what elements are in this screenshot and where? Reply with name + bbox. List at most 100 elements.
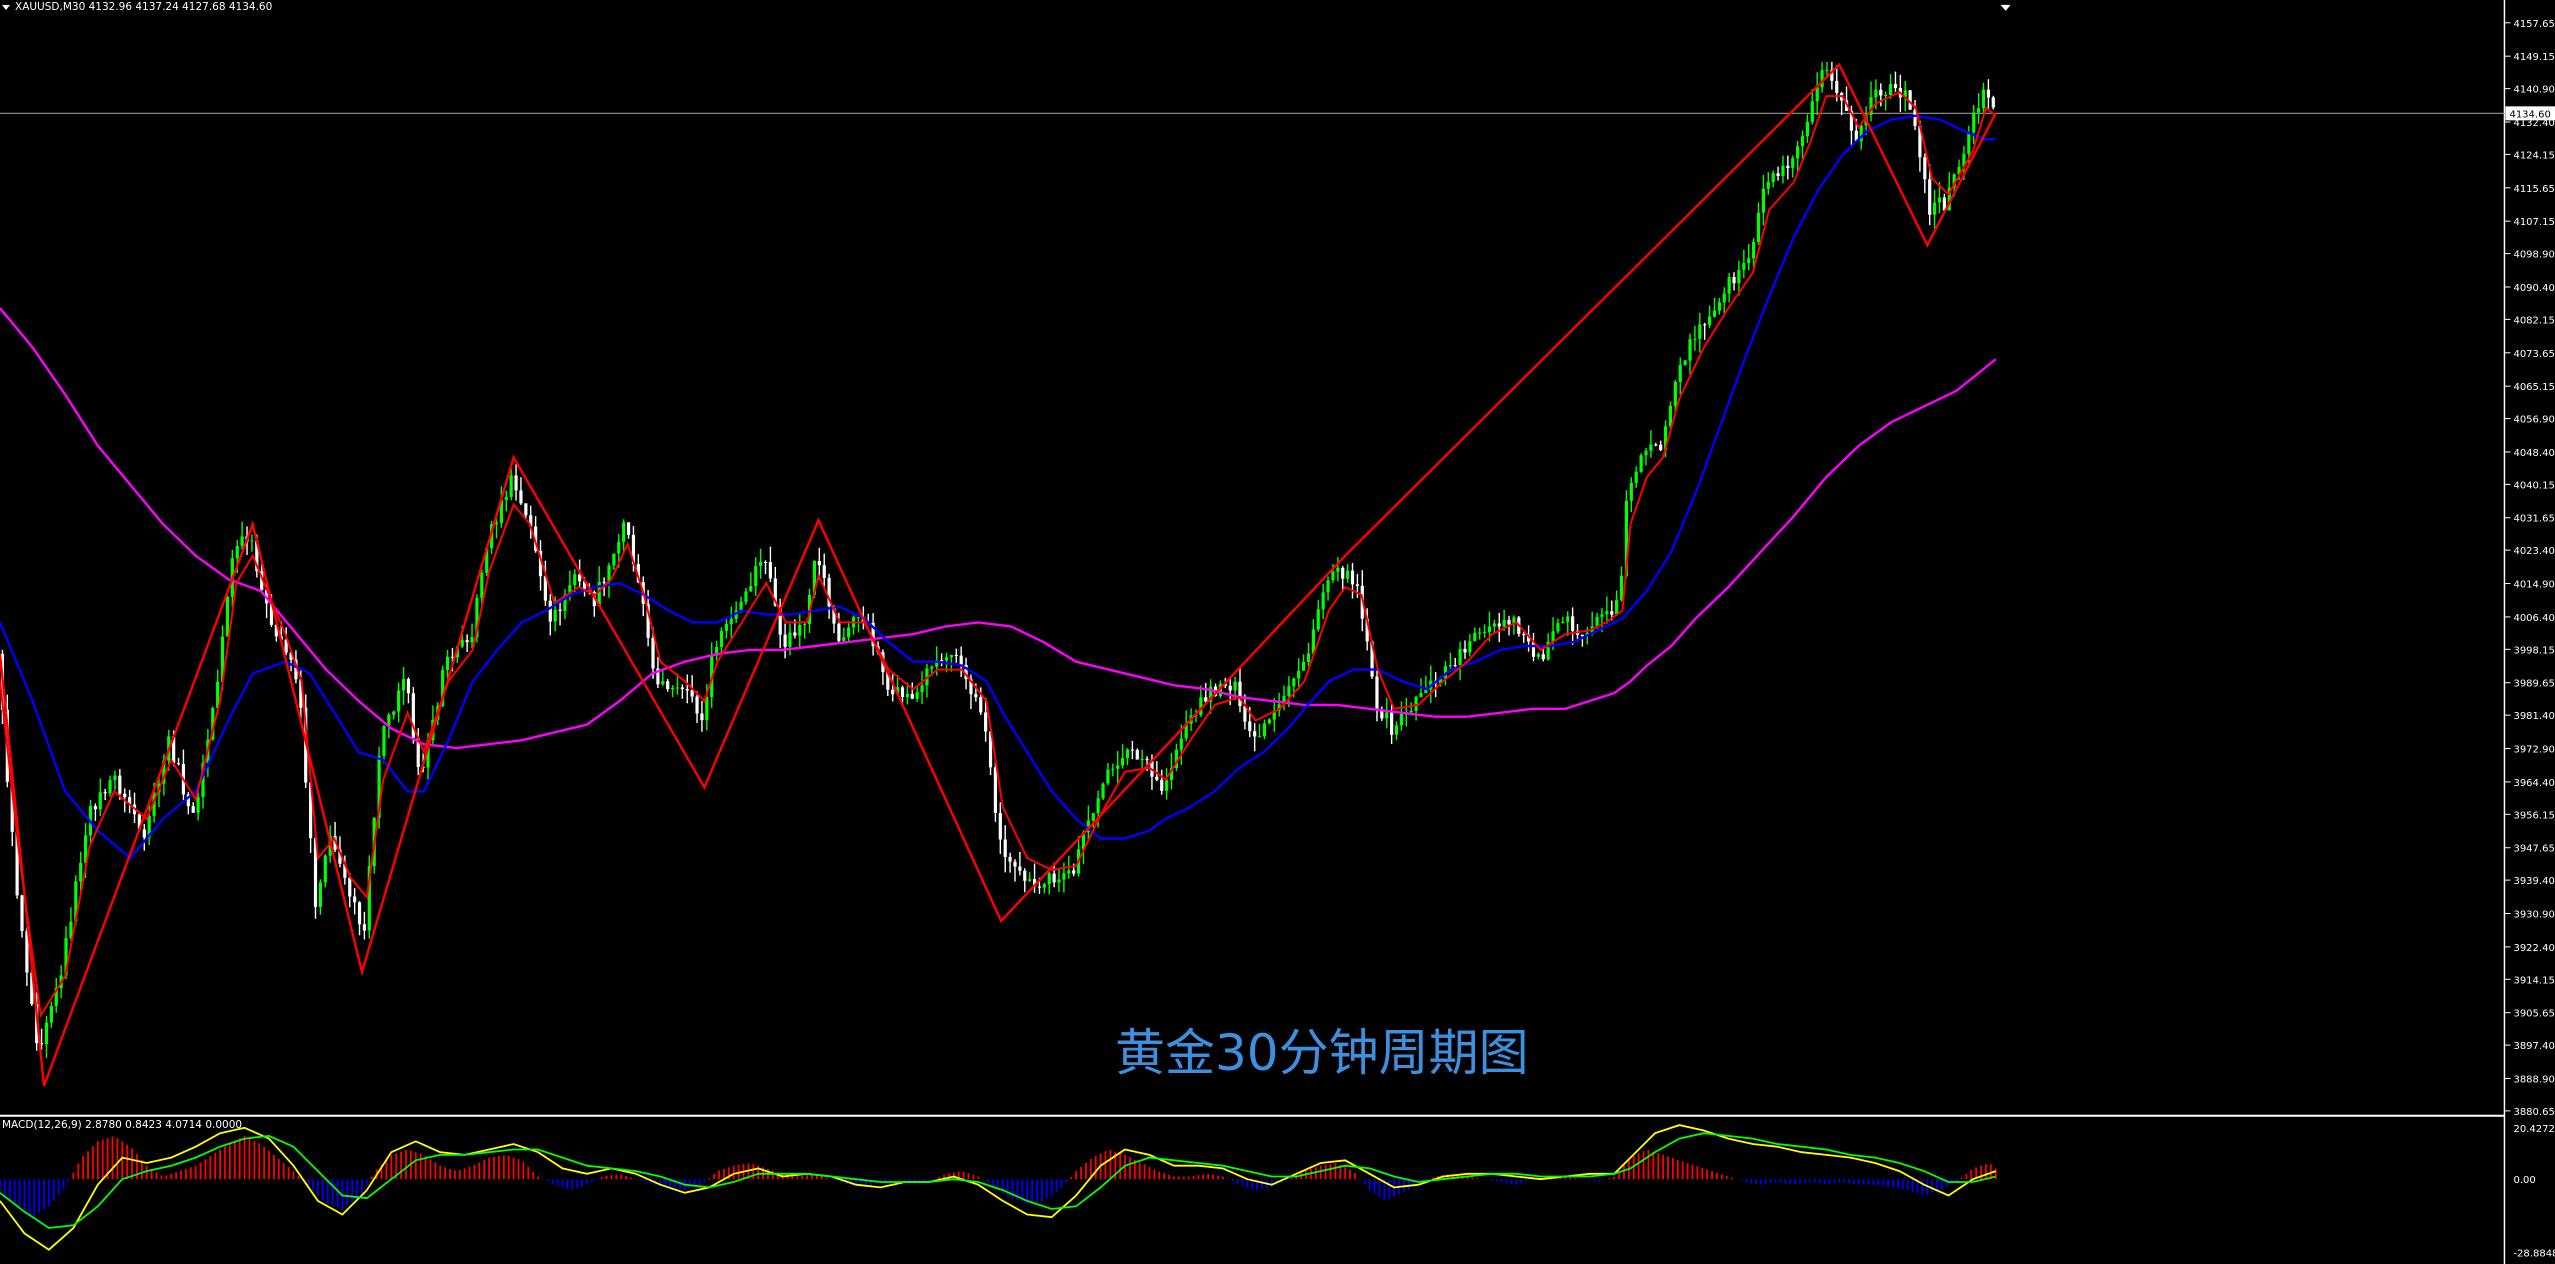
- candle-body: [670, 687, 675, 690]
- candle-body: [15, 831, 19, 896]
- candle-body: [998, 812, 1002, 840]
- symbol-line: XAUUSD,M30 4132.96 4137.24 4127.68 4134.…: [15, 1, 273, 13]
- y-tick-label: 3964.40: [2513, 778, 2554, 789]
- candle-body: [98, 792, 102, 810]
- candle-body: [1199, 697, 1203, 715]
- candle-body: [705, 697, 709, 721]
- candle-body: [225, 596, 230, 637]
- candle-body: [74, 881, 78, 922]
- current-price-tag: [2505, 106, 2555, 121]
- candle-body: [411, 693, 415, 738]
- candle-body: [1742, 263, 1746, 270]
- candle-body: [1761, 188, 1765, 213]
- candle-body: [519, 490, 523, 504]
- candle-body: [1776, 173, 1780, 176]
- candle-body: [553, 609, 557, 622]
- candle-body: [773, 578, 777, 606]
- candle-body: [1737, 269, 1741, 284]
- candle-body: [563, 594, 567, 611]
- candle-body: [1531, 641, 1536, 657]
- candle-body: [1879, 89, 1883, 96]
- candle-body: [172, 736, 176, 764]
- candle-body: [1145, 758, 1149, 760]
- candle-body: [832, 606, 836, 624]
- candle-body: [1013, 861, 1017, 867]
- candle-body: [499, 500, 503, 523]
- watermark-title: 黄金30分钟周期图: [1115, 1024, 1529, 1082]
- candle-body: [578, 574, 582, 582]
- candle-body: [406, 679, 411, 694]
- candle-body: [1204, 697, 1208, 702]
- candle-body: [974, 694, 978, 698]
- candle-body: [847, 627, 851, 638]
- candle-body: [10, 781, 14, 832]
- candle-body: [1747, 258, 1751, 264]
- candle-body: [289, 652, 293, 660]
- candle-body: [1595, 616, 1599, 627]
- candle-body: [113, 775, 117, 781]
- candle-body: [935, 660, 939, 667]
- y-tick-label: 3939.40: [2513, 876, 2554, 887]
- candle-body: [1967, 132, 1971, 154]
- y-tick-label: 4040.15: [2513, 480, 2554, 491]
- candle-body: [886, 672, 890, 690]
- candle-body: [1409, 710, 1413, 713]
- candle-body: [1487, 626, 1492, 633]
- candle-body: [964, 664, 968, 680]
- candle-body: [1072, 870, 1076, 874]
- candle-body: [1903, 90, 1907, 98]
- candle-body: [1067, 870, 1071, 874]
- candle-body: [1629, 482, 1633, 501]
- candle-body: [1028, 879, 1032, 881]
- macd-y-tick-label: 0.00: [2513, 1175, 2535, 1186]
- candle-body: [108, 780, 112, 794]
- candle-body: [803, 624, 807, 626]
- symbol-info[interactable]: XAUUSD,M30 4132.96 4137.24 4127.68 4134.…: [2, 1, 272, 13]
- candle-body: [240, 536, 244, 546]
- candle-body: [504, 496, 508, 501]
- candle-body: [64, 937, 68, 976]
- candle-body: [1977, 108, 1981, 113]
- macd-line: [0, 1124, 1997, 1251]
- candle-body: [666, 681, 670, 690]
- candle-body: [1884, 94, 1888, 96]
- candle-body: [93, 806, 97, 810]
- candle-body: [103, 792, 107, 794]
- candle-body: [20, 895, 24, 932]
- candle-body: [1116, 765, 1120, 769]
- candle-body: [1566, 616, 1570, 622]
- dropdown-triangle-icon[interactable]: [2, 4, 10, 10]
- candle-body: [1468, 641, 1472, 653]
- candle-body: [137, 814, 142, 830]
- candle-body: [1605, 611, 1609, 615]
- candle-body: [724, 624, 728, 631]
- candle-body: [558, 609, 562, 611]
- candle-body: [147, 815, 151, 838]
- candle-body: [1306, 653, 1311, 662]
- candle-body: [1125, 749, 1130, 758]
- candle-body: [1600, 614, 1604, 617]
- candle-body: [343, 863, 347, 878]
- y-tick-label: 4006.40: [2513, 613, 2554, 624]
- candle-body: [969, 679, 973, 695]
- candle-body: [1712, 310, 1717, 317]
- ma-fast-line: [0, 90, 1997, 1019]
- candle-body: [812, 560, 817, 595]
- y-tick-label: 4073.65: [2513, 349, 2554, 360]
- candle-body: [685, 689, 689, 691]
- candle-body: [1991, 97, 1995, 108]
- candle-body: [196, 797, 200, 813]
- candle-body: [1346, 570, 1350, 579]
- candle-body: [1908, 90, 1912, 110]
- candle-body: [1253, 731, 1257, 737]
- candle-body: [1820, 70, 1824, 88]
- indicator-lines-layer: [0, 62, 1997, 1087]
- zigzag-line: [0, 62, 1997, 1087]
- candle-body: [626, 522, 631, 535]
- candle-body: [1111, 768, 1115, 770]
- candle-body: [1497, 623, 1501, 627]
- candle-body: [494, 522, 499, 525]
- candle-body: [1257, 736, 1262, 738]
- candle-body: [1008, 856, 1012, 862]
